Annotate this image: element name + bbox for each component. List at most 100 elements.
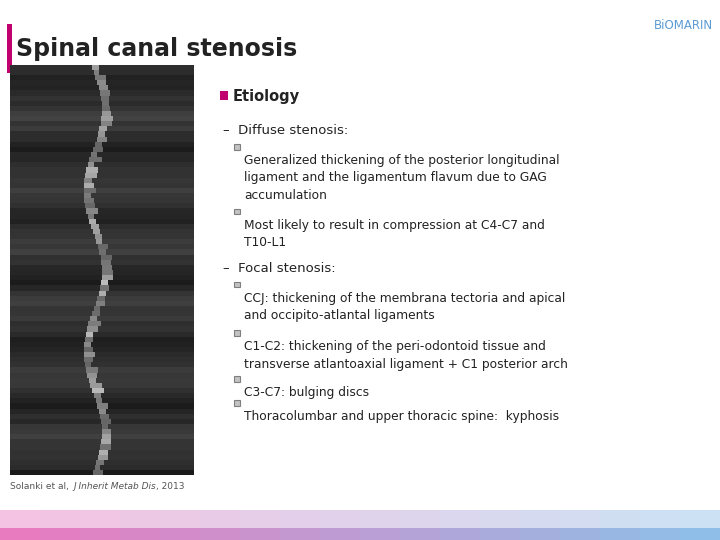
Bar	[101, 122, 112, 126]
Bar	[101, 96, 109, 100]
Bar	[400, 516, 440, 519]
Bar	[680, 513, 720, 516]
Bar	[520, 528, 560, 531]
Bar	[84, 178, 92, 183]
Bar	[94, 393, 101, 399]
Bar	[280, 537, 320, 540]
Bar	[680, 510, 720, 540]
Bar	[440, 513, 480, 516]
Bar	[640, 513, 680, 516]
Bar	[10, 409, 194, 414]
Bar	[234, 376, 240, 382]
Bar	[40, 516, 80, 519]
Bar	[102, 424, 108, 429]
Bar	[520, 534, 560, 537]
Bar	[10, 65, 194, 70]
Bar	[234, 400, 240, 406]
Bar	[10, 326, 194, 332]
Bar	[94, 306, 99, 311]
Bar	[440, 510, 480, 540]
Bar	[96, 75, 107, 80]
Bar	[40, 510, 80, 528]
Bar	[40, 534, 80, 537]
Bar	[160, 522, 200, 525]
Bar	[680, 525, 720, 528]
Text: Most likely to result in compression at C4-C7 and
T10-L1: Most likely to result in compression at …	[244, 219, 545, 249]
Bar	[102, 429, 111, 434]
Bar	[10, 470, 194, 475]
Bar	[101, 255, 112, 260]
Bar	[99, 449, 108, 455]
Bar	[360, 510, 400, 540]
Bar	[440, 516, 480, 519]
Bar	[440, 522, 480, 525]
Bar	[80, 510, 120, 513]
Text: Thoracolumbar and upper thoracic spine:  kyphosis: Thoracolumbar and upper thoracic spine: …	[244, 410, 559, 423]
Bar	[10, 455, 194, 460]
Bar	[360, 528, 400, 531]
Text: C3-C7: bulging discs: C3-C7: bulging discs	[244, 386, 369, 399]
Bar	[90, 383, 102, 388]
Bar	[600, 513, 640, 516]
Bar	[10, 208, 194, 213]
Bar	[10, 429, 194, 434]
Bar	[600, 537, 640, 540]
Bar	[10, 147, 194, 152]
Bar	[10, 167, 194, 173]
Bar	[400, 531, 440, 534]
Bar	[234, 281, 240, 287]
Bar	[10, 449, 194, 455]
Bar	[320, 525, 360, 528]
Bar	[640, 534, 680, 537]
Bar	[0, 531, 40, 534]
Bar	[160, 519, 200, 522]
Bar	[88, 213, 94, 219]
Bar	[360, 525, 400, 528]
Bar	[0, 522, 40, 525]
Text: Generalized thickening of the posterior longitudinal
ligament and the ligamentum: Generalized thickening of the posterior …	[244, 154, 559, 202]
Bar	[80, 537, 120, 540]
Bar	[320, 519, 360, 522]
Bar	[99, 291, 106, 296]
Bar	[88, 163, 94, 167]
Bar	[240, 534, 280, 537]
Bar	[40, 519, 80, 522]
Bar	[80, 510, 120, 540]
Bar	[100, 444, 111, 449]
Bar	[600, 531, 640, 534]
Bar	[102, 100, 109, 106]
Bar	[280, 510, 320, 540]
Bar	[560, 510, 600, 513]
Bar	[440, 510, 480, 513]
Bar	[10, 244, 194, 249]
Bar	[96, 460, 104, 465]
Bar	[560, 519, 600, 522]
Bar	[94, 465, 101, 470]
Bar	[40, 513, 80, 516]
Bar	[240, 519, 280, 522]
Bar	[160, 534, 200, 537]
Bar	[480, 537, 520, 540]
Bar	[560, 537, 600, 540]
Bar	[10, 126, 194, 131]
Bar	[10, 383, 194, 388]
Bar	[600, 510, 640, 528]
Bar	[200, 528, 240, 531]
Bar	[320, 537, 360, 540]
Bar	[280, 510, 320, 513]
Bar	[10, 332, 194, 337]
Bar	[89, 157, 102, 162]
Bar	[240, 522, 280, 525]
Bar	[0, 525, 40, 528]
Bar	[200, 516, 240, 519]
Bar	[10, 337, 194, 342]
Bar	[90, 316, 97, 321]
Bar	[10, 96, 194, 100]
Bar	[680, 510, 720, 513]
Bar	[97, 80, 107, 85]
Bar	[10, 316, 194, 321]
Bar	[80, 510, 120, 528]
Bar	[360, 531, 400, 534]
Bar	[200, 525, 240, 528]
Bar	[89, 378, 96, 383]
